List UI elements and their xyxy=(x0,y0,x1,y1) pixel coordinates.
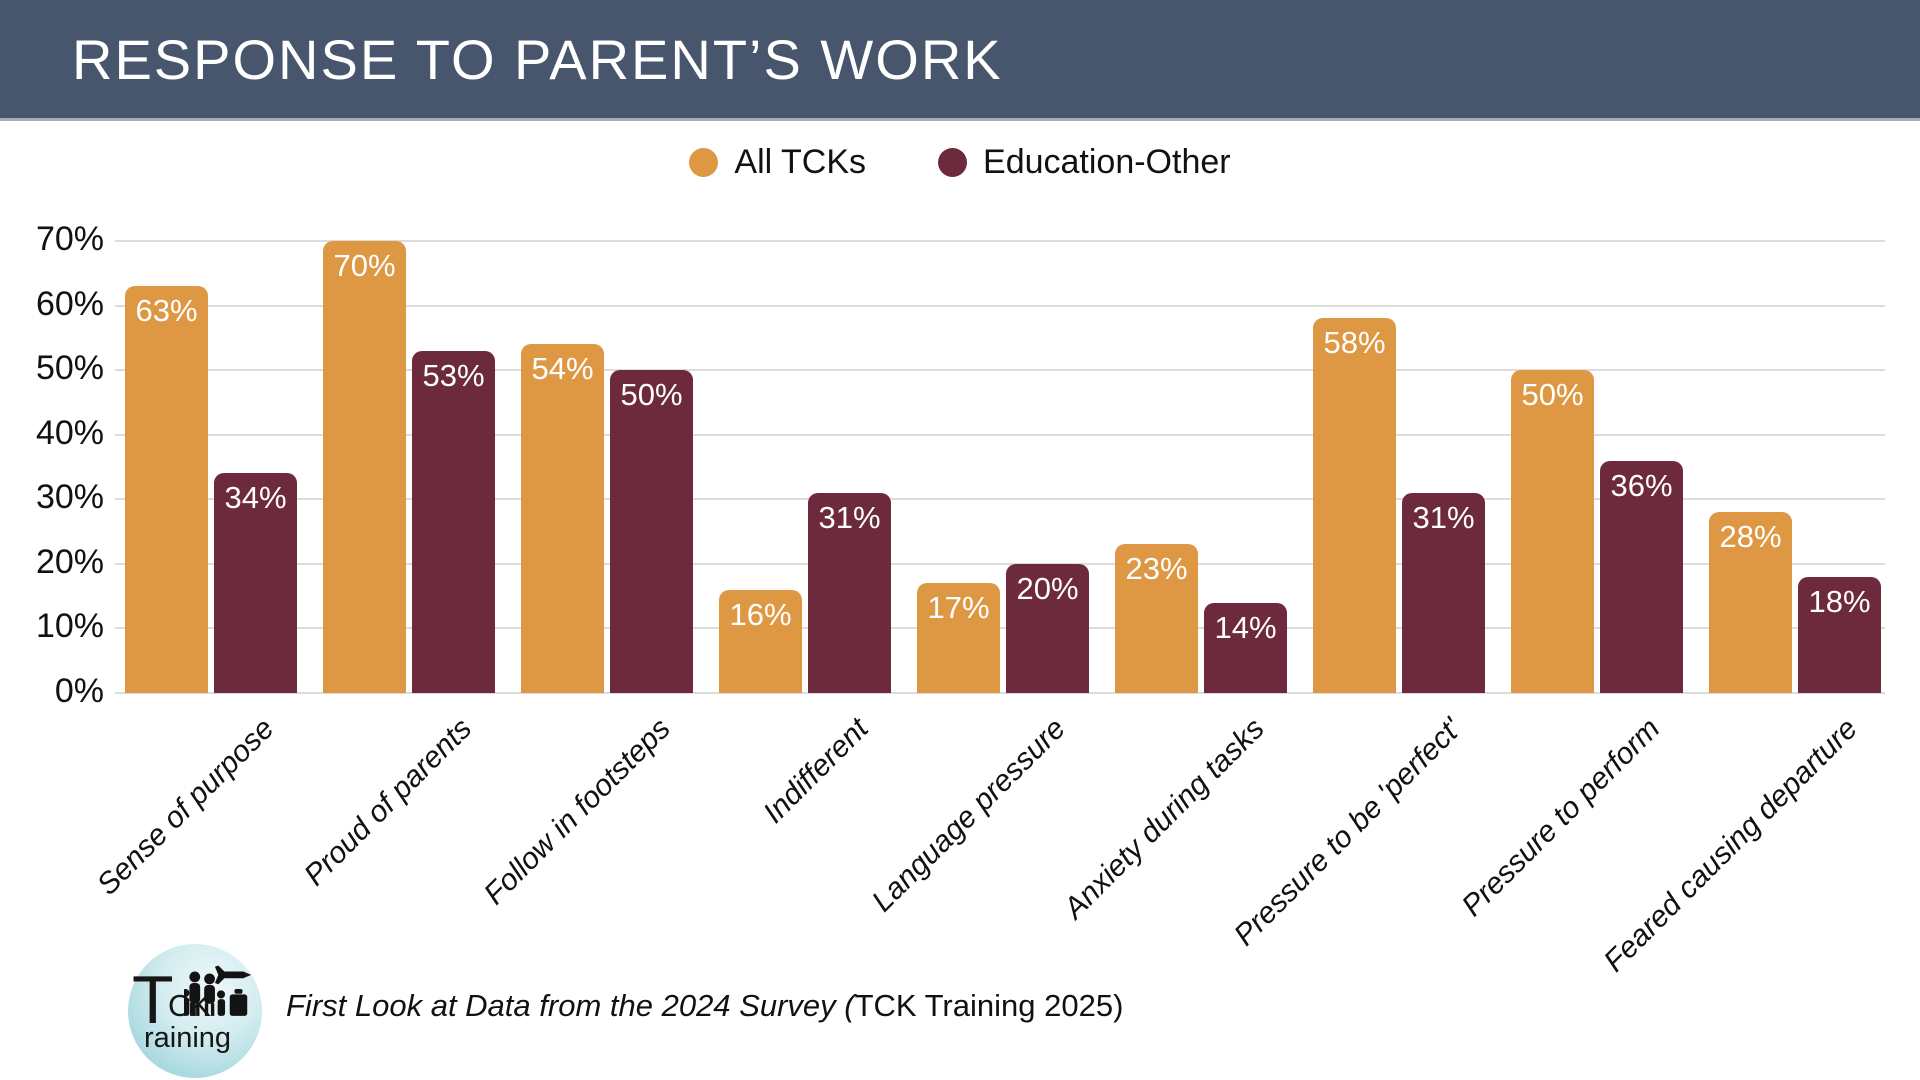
bar-value-label: 54% xyxy=(531,351,594,387)
bar-value-label: 14% xyxy=(1214,609,1277,645)
x-axis-category-label: Sense of purpose xyxy=(90,712,281,902)
gridline xyxy=(115,627,1885,630)
gridline xyxy=(115,498,1885,501)
bar-value-label: 70% xyxy=(333,248,396,283)
bar-value-label: 50% xyxy=(620,377,683,413)
y-axis-tick-label: 40% xyxy=(35,413,104,452)
bar-value-label: 16% xyxy=(729,596,792,632)
bar-value-label: 17% xyxy=(927,590,990,626)
logo-letter-t: T xyxy=(132,962,174,1038)
y-axis-tick-label: 70% xyxy=(35,220,104,258)
gridline xyxy=(115,692,1885,694)
x-axis-category-label: Indifferent xyxy=(756,712,875,830)
bar-value-label: 23% xyxy=(1125,551,1188,587)
bar: 70% xyxy=(323,241,406,693)
x-axis-category-label: Anxiety during tasks xyxy=(1057,712,1271,926)
bar-value-label: 50% xyxy=(1521,377,1584,413)
gridline xyxy=(115,304,1885,307)
gridline xyxy=(115,240,1885,242)
x-axis-category-label: Pressure to perform xyxy=(1455,712,1667,923)
x-axis-category-label: Pressure to be 'perfect' xyxy=(1228,712,1469,953)
tck-training-logo: T CK raining xyxy=(128,944,262,1078)
caption-italic-part: First Look at Data from the 2024 Survey … xyxy=(286,988,855,1023)
gridline xyxy=(115,369,1885,372)
bar-value-label: 31% xyxy=(818,499,881,535)
bar-value-label: 53% xyxy=(422,357,485,393)
legend-item-all-tcks: All TCKs xyxy=(689,143,866,182)
bar: 31% xyxy=(808,492,891,693)
bar: 53% xyxy=(412,350,495,693)
bar: 36% xyxy=(1600,460,1683,693)
bar: 50% xyxy=(610,370,693,693)
page-title: RESPONSE TO PARENT’S WORK xyxy=(72,27,1003,91)
bar: 14% xyxy=(1204,602,1287,693)
y-axis-tick-label: 30% xyxy=(35,478,104,517)
y-axis-tick-label: 60% xyxy=(35,284,104,323)
bar: 50% xyxy=(1511,370,1594,693)
bar: 54% xyxy=(521,344,604,693)
bar: 18% xyxy=(1798,576,1881,693)
x-axis-category-label: Follow in footsteps xyxy=(477,712,677,912)
bar-value-label: 34% xyxy=(224,480,287,516)
bar: 16% xyxy=(719,589,802,693)
bar: 17% xyxy=(917,583,1000,693)
bar-value-label: 28% xyxy=(1719,519,1782,555)
gridline xyxy=(115,433,1885,436)
bar-value-label: 36% xyxy=(1610,467,1673,503)
legend-dot-education-other xyxy=(938,148,968,177)
y-axis-tick-label: 10% xyxy=(35,607,104,646)
bar: 20% xyxy=(1006,563,1089,693)
bar-value-label: 20% xyxy=(1016,570,1079,606)
y-axis-tick-label: 0% xyxy=(54,672,104,710)
bar-value-label: 31% xyxy=(1412,499,1475,535)
y-axis-tick-label: 20% xyxy=(35,542,104,581)
footer-caption: First Look at Data from the 2024 Survey … xyxy=(286,988,1123,1024)
bar: 31% xyxy=(1402,492,1485,693)
airplane-icon xyxy=(214,965,252,985)
bar: 23% xyxy=(1115,544,1198,693)
bar: 58% xyxy=(1313,318,1396,693)
caption-regular-part: TCK Training 2025) xyxy=(854,988,1124,1023)
bar-value-label: 58% xyxy=(1323,325,1386,361)
family-and-airplane-icon xyxy=(184,965,252,1016)
legend-label: Education-Other xyxy=(983,143,1231,181)
bar-value-label: 63% xyxy=(135,293,198,329)
legend-item-education-other: Education-Other xyxy=(938,143,1231,182)
bar: 63% xyxy=(125,286,208,693)
chart-legend: All TCKs Education-Other xyxy=(0,143,1920,182)
x-axis-category-label: Language pressure xyxy=(866,712,1073,919)
bar: 34% xyxy=(214,473,297,693)
legend-dot-all-tcks xyxy=(689,148,719,177)
bar-value-label: 18% xyxy=(1808,583,1871,619)
legend-label: All TCKs xyxy=(734,143,867,181)
title-bar: RESPONSE TO PARENT’S WORK xyxy=(0,0,1920,121)
x-axis-category-label: Proud of parents xyxy=(298,712,479,893)
bar: 28% xyxy=(1709,512,1792,693)
y-axis-tick-label: 50% xyxy=(35,349,104,388)
gridline xyxy=(115,562,1885,565)
logo-word-raining: raining xyxy=(144,1022,232,1054)
